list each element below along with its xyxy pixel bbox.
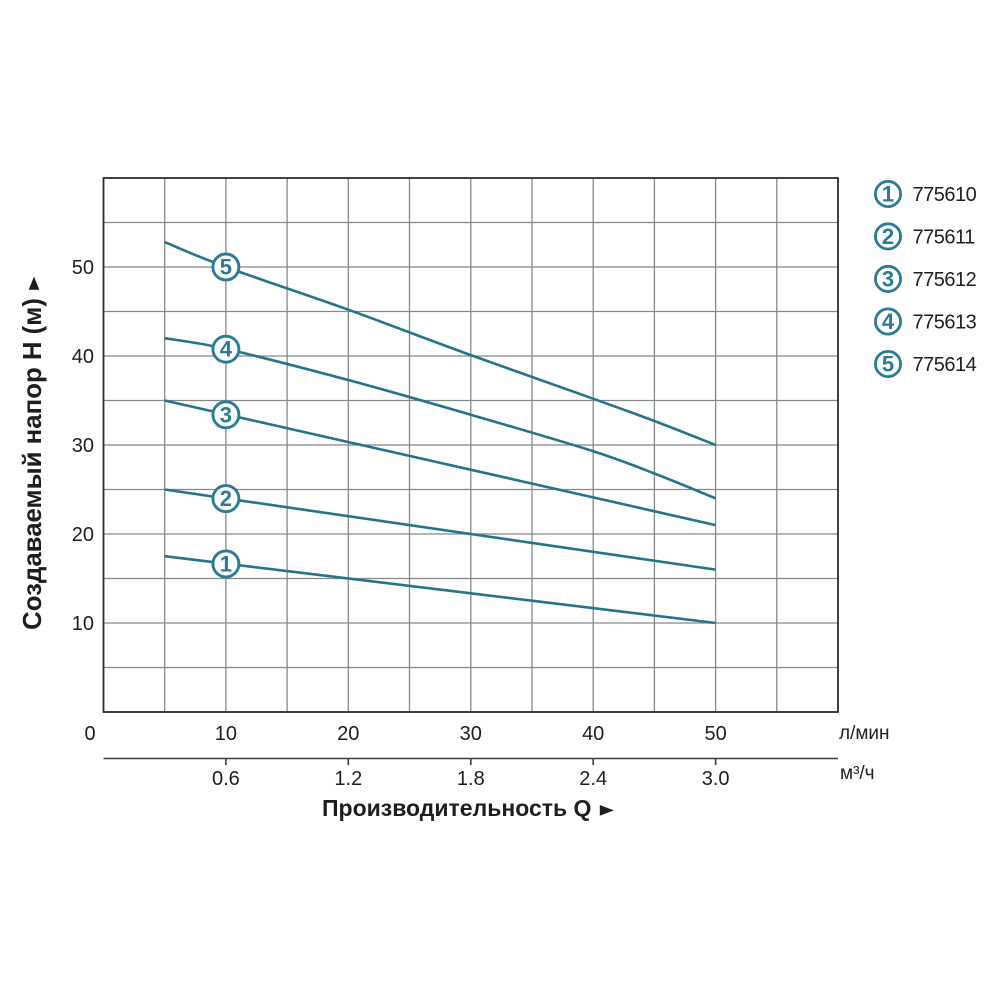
svg-text:2.4: 2.4 xyxy=(579,768,607,790)
svg-text:775612: 775612 xyxy=(913,269,977,291)
svg-text:10: 10 xyxy=(215,723,237,745)
svg-text:50: 50 xyxy=(72,257,94,279)
svg-text:40: 40 xyxy=(582,723,604,745)
svg-text:50: 50 xyxy=(704,723,726,745)
svg-text:л/мин: л/мин xyxy=(839,723,890,744)
svg-text:2: 2 xyxy=(882,224,894,249)
svg-text:20: 20 xyxy=(72,524,94,546)
svg-text:1: 1 xyxy=(882,182,894,207)
svg-text:3: 3 xyxy=(220,402,232,427)
svg-text:20: 20 xyxy=(337,723,359,745)
svg-text:4: 4 xyxy=(220,337,233,362)
svg-text:3.0: 3.0 xyxy=(702,768,730,790)
svg-text:10: 10 xyxy=(72,613,94,635)
svg-text:2: 2 xyxy=(220,486,232,511)
svg-text:0.6: 0.6 xyxy=(212,768,240,790)
svg-text:1.8: 1.8 xyxy=(457,768,485,790)
svg-text:4: 4 xyxy=(882,309,895,334)
svg-text:м³/ч: м³/ч xyxy=(840,763,875,784)
svg-text:Создаваемый напор H (м): Создаваемый напор H (м) xyxy=(19,298,47,630)
svg-text:775610: 775610 xyxy=(913,184,977,206)
svg-text:1: 1 xyxy=(220,551,232,576)
svg-text:775613: 775613 xyxy=(913,311,977,333)
svg-text:30: 30 xyxy=(72,435,94,457)
svg-text:0: 0 xyxy=(84,723,95,745)
svg-text:775611: 775611 xyxy=(913,226,976,248)
svg-text:30: 30 xyxy=(460,723,482,745)
svg-text:5: 5 xyxy=(882,352,894,377)
svg-text:Производительность Q: Производительность Q xyxy=(322,795,591,821)
svg-text:3: 3 xyxy=(882,266,894,291)
svg-text:5: 5 xyxy=(220,255,232,280)
svg-text:775614: 775614 xyxy=(913,354,977,376)
svg-text:40: 40 xyxy=(72,346,94,368)
svg-text:1.2: 1.2 xyxy=(334,768,362,790)
